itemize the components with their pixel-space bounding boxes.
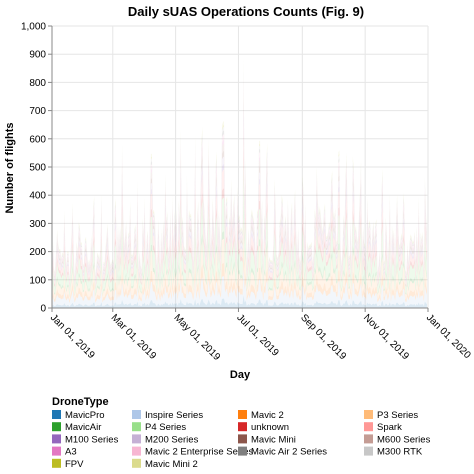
legend-label: Mavic Air 2 Series (251, 447, 327, 458)
legend-item: P3 Series (364, 410, 418, 421)
legend-swatch (52, 434, 61, 444)
x-axis-title: Day (230, 369, 251, 381)
legend-label: M600 Series (377, 434, 431, 445)
x-tick-label: Jan 01, 2020 (424, 312, 473, 361)
area-series-spark (52, 122, 427, 292)
chart-title: Daily sUAS Operations Counts (Fig. 9) (128, 4, 364, 19)
legend-swatch (52, 458, 61, 468)
y-tick-label: 700 (29, 106, 46, 117)
legend-label: M300 RTK (377, 447, 423, 458)
legend-swatch (364, 422, 373, 432)
legend-item: M100 Series (52, 434, 119, 445)
legend-swatch (238, 434, 247, 444)
area-series-mavicpro (52, 295, 427, 308)
legend-item: Mavic 2 Enterprise Series (132, 446, 253, 458)
legend-item: MavicPro (52, 410, 105, 421)
legend-item: FPV (52, 458, 84, 470)
legend-item: Inspire Series (132, 410, 203, 421)
y-tick-label: 100 (29, 275, 46, 286)
legend-item: Mavic Mini 2 (132, 458, 198, 470)
area-series-mavic-2 (52, 247, 427, 304)
legend-item: P4 Series (132, 422, 186, 433)
y-tick-label: 500 (29, 163, 46, 174)
legend-label: Mavic 2 (251, 410, 284, 421)
legend-title: DroneType (52, 396, 109, 408)
legend-label: A3 (65, 447, 77, 458)
legend-label: FPV (65, 459, 84, 470)
x-tick-label: Jul 01, 2019 (234, 312, 281, 359)
x-tick-label: May 01, 2019 (171, 312, 222, 363)
legend-label: M100 Series (65, 434, 119, 445)
legend-swatch (364, 446, 373, 456)
area-series-p3-series (52, 215, 427, 302)
legend-label: unknown (251, 422, 289, 433)
y-axis-title: Number of flights (4, 122, 16, 213)
legend-item: M200 Series (132, 434, 199, 445)
legend-item: M300 RTK (364, 446, 423, 458)
legend-swatch (132, 410, 141, 419)
y-tick-label: 800 (29, 78, 46, 89)
legend-item: M600 Series (364, 434, 431, 445)
legend-swatch (238, 422, 247, 432)
legend-label: M200 Series (145, 434, 199, 445)
legend-swatch (52, 410, 61, 419)
legend-label: MavicPro (65, 410, 105, 421)
legend-swatch (238, 410, 247, 419)
y-tick-label: 1,000 (21, 22, 46, 33)
x-tick-label: Jan 01, 2019 (48, 312, 97, 361)
x-tick-labels: Jan 01, 2019 Mar 01, 2019 May 01, 2019 Jul … (48, 312, 473, 363)
legend-swatch (364, 434, 373, 444)
legend-item: unknown (238, 422, 289, 433)
y-tick-labels: 0 100 200 300 400 500 600 700 800 900 1,000 (21, 22, 46, 315)
legend-label: Mavic Mini (251, 434, 296, 445)
legend-item: Mavic 2 (238, 410, 284, 421)
y-tick-label: 300 (29, 219, 46, 230)
x-tick-label: Mar 01, 2019 (109, 312, 159, 362)
y-tick-label: 200 (29, 247, 46, 258)
legend-label: Mavic Mini 2 (145, 459, 198, 470)
y-tick-label: 900 (29, 50, 46, 61)
legend-swatch (364, 410, 373, 419)
legend-item: Mavic Mini (238, 434, 296, 445)
area-series-p4-series (52, 159, 427, 298)
area-series-inspire-series (52, 265, 427, 307)
axes (48, 25, 429, 312)
legend-label: Spark (377, 422, 402, 433)
legend-item: Mavic Air 2 Series (238, 446, 327, 458)
legend-swatch (52, 446, 61, 456)
legend-label: Mavic 2 Enterprise Series (145, 447, 253, 458)
y-tick-label: 600 (29, 134, 46, 145)
legend-swatch (132, 422, 141, 432)
legend-item: A3 (52, 446, 77, 458)
legend-label: P3 Series (377, 410, 418, 421)
legend: MavicPro Inspire Series Mavic 2 P3 Series Ma… (52, 410, 431, 470)
y-tick-label: 400 (29, 191, 46, 202)
legend-swatch (52, 422, 61, 432)
x-tick-label: Nov 01, 2019 (361, 312, 411, 362)
legend-label: Inspire Series (145, 410, 203, 421)
x-tick-label: Sep 01, 2019 (298, 312, 348, 362)
legend-item: MavicAir (52, 422, 101, 433)
legend-swatch (132, 458, 141, 468)
legend-swatch (238, 446, 247, 456)
legend-label: MavicAir (65, 422, 101, 433)
legend-item: Spark (364, 422, 402, 433)
legend-label: P4 Series (145, 422, 186, 433)
y-tick-label: 0 (40, 304, 46, 315)
area-series-mavicair (52, 205, 427, 299)
legend-swatch (132, 446, 141, 456)
area-series (52, 57, 427, 308)
legend-swatch (132, 434, 141, 444)
